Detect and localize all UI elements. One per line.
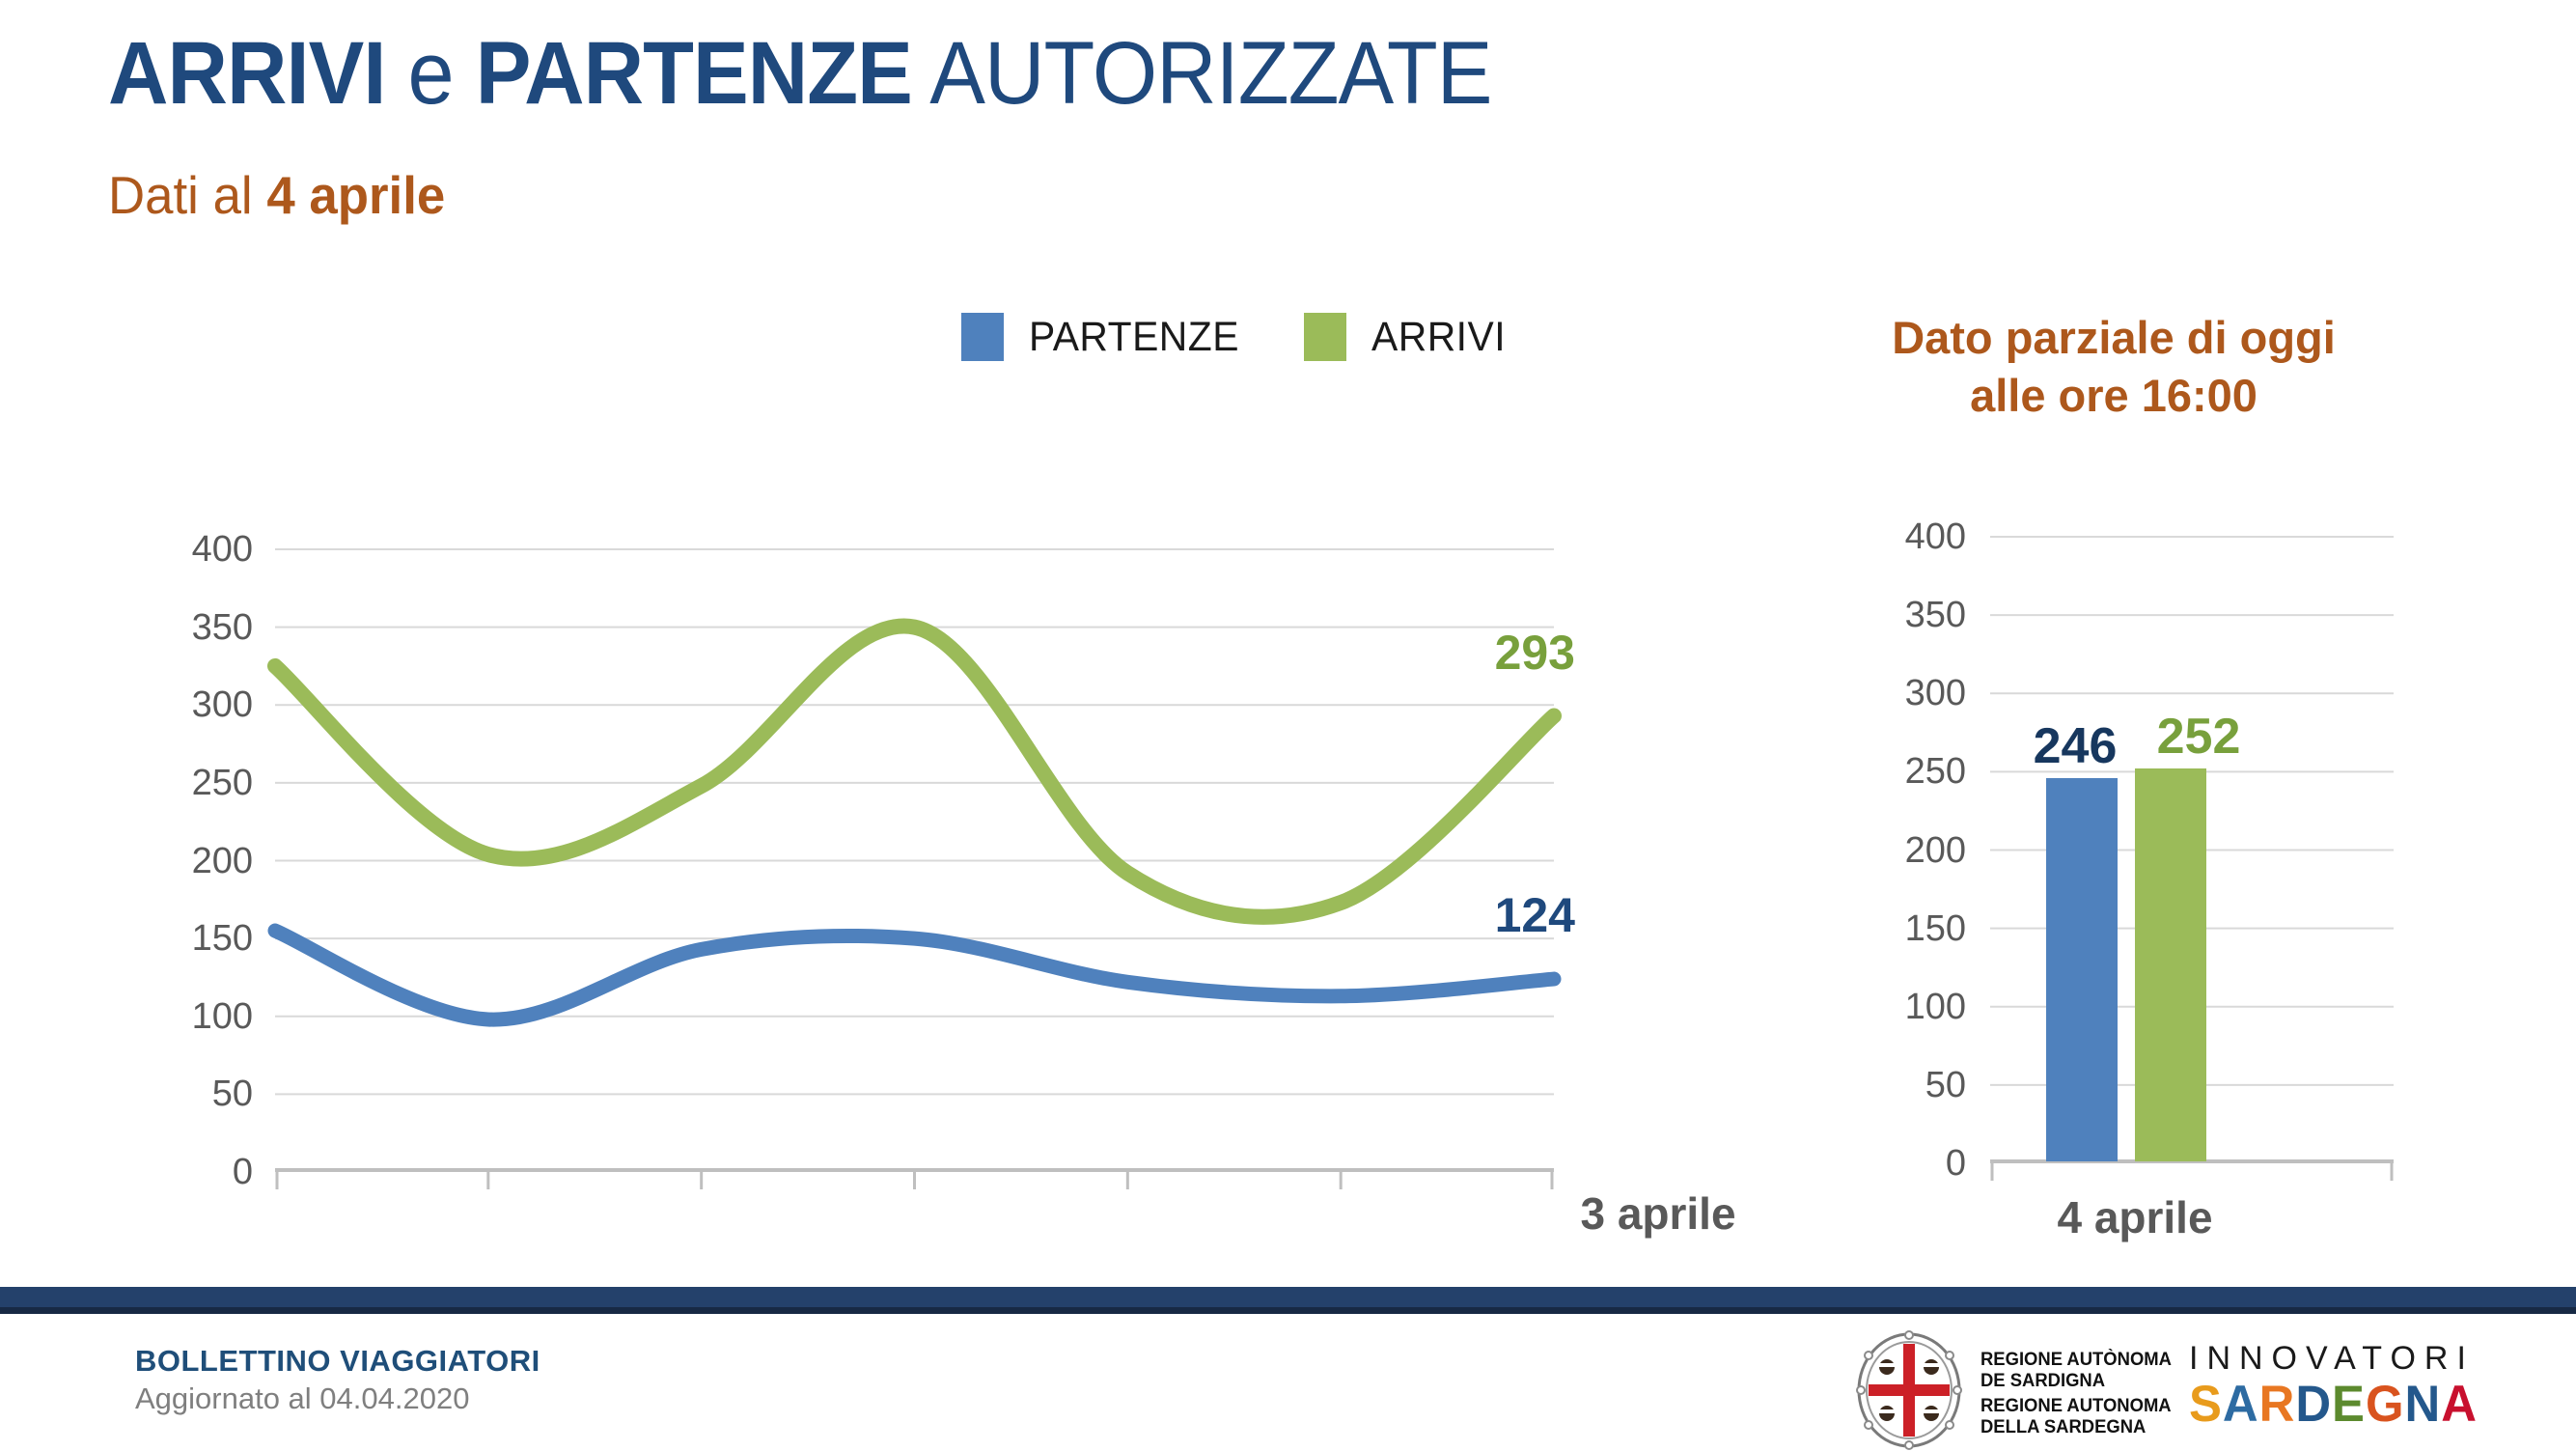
- arrivi-end-value-label: 293: [1494, 625, 1575, 680]
- footer-divider-edge: [0, 1307, 2576, 1314]
- y-axis-label: 400: [191, 529, 253, 570]
- y-axis-label: 200: [1904, 829, 1966, 871]
- legend-item-partenze: PARTENZE: [961, 313, 1250, 361]
- partial-data-header-line1: Dato parziale di oggi: [1892, 312, 2336, 363]
- partenze-line: [267, 923, 1562, 1027]
- sardinia-coat-of-arms-icon: [1856, 1330, 1962, 1450]
- line-chart-plot: [267, 548, 1562, 1189]
- bar-chart-y-axis: 400 350 300 250 200 150 100 50 0: [1855, 516, 1966, 1184]
- subtitle-date: 4 aprile: [266, 165, 446, 225]
- y-axis-label: 350: [191, 606, 253, 648]
- chart-legend: PARTENZE ARRIVI: [961, 313, 1513, 361]
- y-axis-label: 100: [1904, 986, 1966, 1027]
- innovatori-wordmark: INNOVATORI: [2189, 1340, 2475, 1377]
- footer-divider-bar: [0, 1287, 2576, 1307]
- legend-label-arrivi: ARRIVI: [1371, 313, 1507, 360]
- legend-swatch-partenze: [961, 313, 1004, 361]
- line-chart: 293 124: [267, 548, 1575, 1191]
- line-chart-x-label-3-aprile: 3 aprile: [1580, 1188, 1736, 1239]
- y-axis-label: 0: [1945, 1143, 1966, 1184]
- sardegna-letter: A: [2222, 1376, 2259, 1433]
- region-it-line1: REGIONE AUTONOMA: [1980, 1396, 2172, 1416]
- sardegna-letter: G: [2365, 1376, 2405, 1433]
- y-axis-label: 100: [191, 995, 253, 1037]
- region-it-line2: DELLA SARDEGNA: [1980, 1417, 2147, 1437]
- title-bold-partenze: PARTENZE: [475, 24, 913, 123]
- partial-data-header: Dato parziale di oggi alle ore 16:00: [1813, 309, 2415, 425]
- legend-swatch-arrivi: [1304, 313, 1347, 361]
- innovatori-sardegna-logo: INNOVATORI SARDEGNA: [2189, 1340, 2479, 1432]
- updated-date: Aggiornato al 04.04.2020: [135, 1381, 470, 1415]
- y-axis-label: 400: [1904, 516, 1966, 557]
- sardegna-wordmark: SARDEGNA: [2189, 1376, 2477, 1433]
- bar-chart-x-label-4-aprile: 4 aprile: [2057, 1192, 2213, 1242]
- y-axis-label: 350: [1904, 595, 1966, 636]
- region-sc-line1: REGIONE AUTÒNOMA: [1980, 1350, 2172, 1370]
- title-regular: AUTORIZZATE: [911, 24, 1492, 123]
- y-axis-label: 150: [191, 918, 253, 960]
- y-axis-label: 250: [191, 762, 253, 803]
- bar-value-arrivi: 252: [2156, 709, 2241, 766]
- bulletin-title: BOLLETTINO VIAGGIATORI: [135, 1344, 540, 1378]
- line-chart-y-axis: 400 350 300 250 200 150 100 50 0: [125, 529, 253, 1192]
- sardegna-letter: D: [2295, 1376, 2333, 1433]
- page-subtitle: Dati al 4 aprile: [108, 164, 445, 226]
- region-sc-line2: DE SARDIGNA: [1980, 1371, 2106, 1391]
- y-axis-label: 300: [191, 684, 253, 726]
- arrivi-line: [267, 618, 1562, 925]
- y-axis-label: 0: [232, 1152, 253, 1192]
- bar-partenze: [2046, 777, 2118, 1161]
- bar-arrivi: [2135, 768, 2206, 1161]
- sardegna-letter: R: [2258, 1376, 2296, 1433]
- y-axis-label: 300: [1904, 673, 1966, 714]
- partial-data-header-line2: alle ore 16:00: [1970, 370, 2257, 421]
- title-bold-arrivi: ARRIVI: [108, 24, 386, 123]
- y-axis-label: 200: [191, 840, 253, 881]
- y-axis-label: 50: [211, 1074, 253, 1115]
- y-axis-label: 250: [1904, 751, 1966, 793]
- region-name-italian: REGIONE AUTONOMA DELLA SARDEGNA: [1980, 1396, 2172, 1438]
- page-title: ARRIVI e PARTENZE AUTORIZZATE: [108, 24, 1492, 123]
- sardegna-letter: E: [2332, 1376, 2366, 1433]
- bar-chart: 246 252: [1990, 536, 2394, 1183]
- sardegna-letter: S: [2189, 1376, 2223, 1433]
- sardegna-letter: N: [2404, 1376, 2442, 1433]
- sardegna-letter: A: [2441, 1376, 2478, 1433]
- subtitle-prefix: Dati al: [108, 165, 267, 225]
- legend-item-arrivi: ARRIVI: [1304, 313, 1512, 361]
- title-conjunction: e: [385, 24, 476, 123]
- region-name-sardinian: REGIONE AUTÒNOMA DE SARDIGNA: [1980, 1350, 2172, 1392]
- partenze-end-value-label: 124: [1494, 888, 1575, 943]
- bar-value-partenze: 246: [2033, 717, 2118, 774]
- legend-label-partenze: PARTENZE: [1029, 313, 1239, 360]
- y-axis-label: 50: [1925, 1064, 1966, 1105]
- y-axis-label: 150: [1904, 907, 1966, 949]
